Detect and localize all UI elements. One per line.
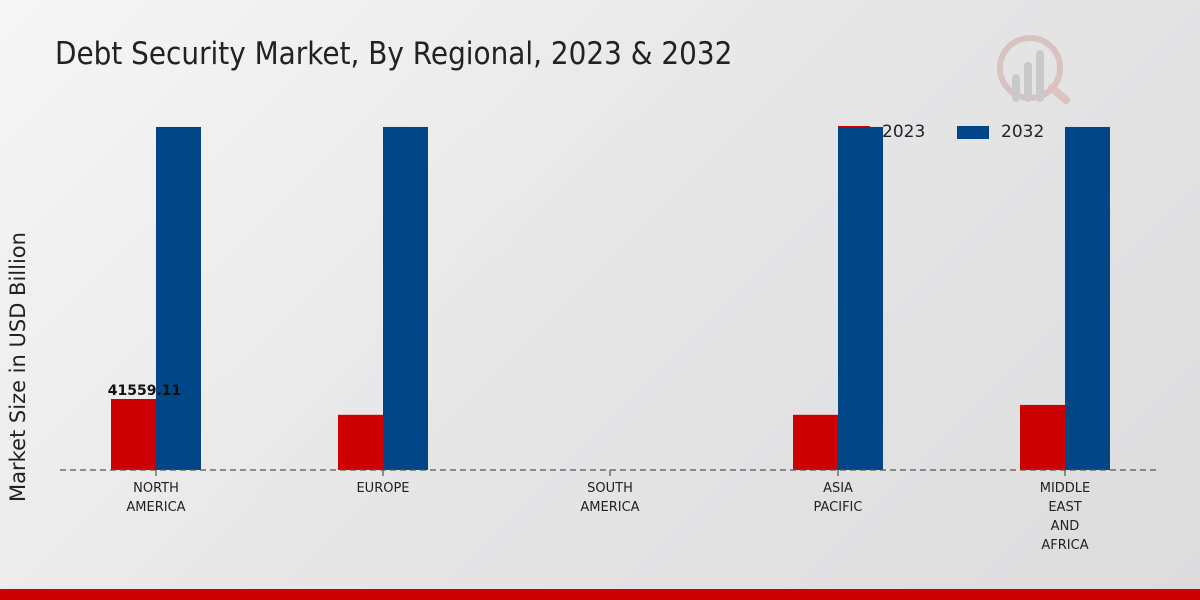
legend-swatch-2032	[957, 125, 989, 139]
bar-2032-4	[1065, 126, 1110, 470]
x-tick-label: EUROPE	[356, 481, 409, 496]
x-tick-label: NORTH	[133, 481, 179, 496]
watermark-logo-icon	[997, 35, 1070, 104]
x-tick-label: ASIA	[823, 481, 853, 496]
x-tick-label: PACIFIC	[814, 500, 863, 515]
data-label: 41559.11	[108, 383, 182, 399]
x-tick-label: EAST	[1048, 500, 1081, 515]
x-tick-label: AND	[1051, 519, 1080, 534]
bar-2032-3	[838, 126, 883, 470]
x-tick-label: AMERICA	[580, 500, 639, 515]
bar-2023-0	[111, 399, 156, 470]
legend-label-2023: 2023	[882, 122, 926, 142]
x-tick-label: AMERICA	[126, 500, 185, 515]
x-tick-label: MIDDLE	[1040, 481, 1091, 496]
bar-2023-3	[793, 414, 838, 470]
legend-item-2032: 2032	[957, 122, 1044, 142]
x-tick-label: AFRICA	[1041, 538, 1088, 553]
bar-2023-4	[1020, 404, 1065, 470]
bottom-accent-bar	[0, 589, 1200, 600]
bar-2023-1	[338, 414, 383, 470]
legend-label-2032: 2032	[1001, 122, 1045, 142]
bar-2032-0	[156, 126, 201, 470]
bar-2032-1	[383, 126, 428, 470]
x-tick-label: SOUTH	[587, 481, 633, 496]
chart-title: Debt Security Market, By Regional, 2023 …	[55, 36, 733, 72]
